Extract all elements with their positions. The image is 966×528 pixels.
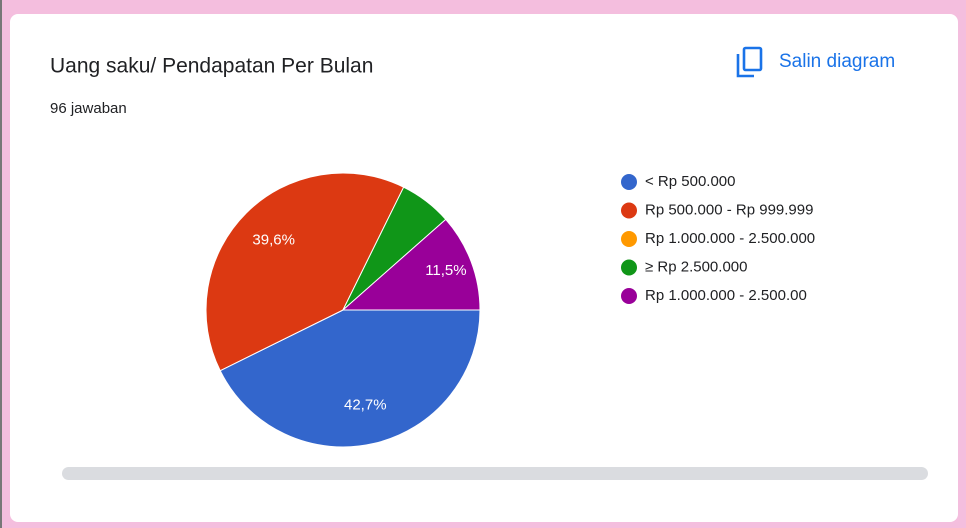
legend-swatch xyxy=(621,288,637,304)
legend-swatch xyxy=(621,231,637,247)
window-edge xyxy=(0,0,2,528)
slice-label: 39,6% xyxy=(252,232,295,249)
legend-label: ≥ Rp 2.500.000 xyxy=(645,258,747,275)
legend-label: < Rp 500.000 xyxy=(645,173,736,190)
legend-swatch xyxy=(621,174,637,190)
card xyxy=(10,14,958,522)
legend-swatch xyxy=(621,202,637,219)
legend-label: Rp 500.000 - Rp 999.999 xyxy=(645,201,813,218)
slice-label: 42,7% xyxy=(344,396,387,413)
copy-icon xyxy=(736,46,763,78)
scrollbar xyxy=(62,467,928,480)
chart-title: Uang saku/ Pendapatan Per Bulan xyxy=(50,55,373,78)
response-count: 96 jawaban xyxy=(50,100,127,117)
copy-label[interactable]: Salin diagram xyxy=(779,51,895,72)
pie-slice xyxy=(205,172,405,372)
copy-button[interactable]: Salin diagram xyxy=(736,46,895,78)
slice-label: 11,5% xyxy=(425,262,466,279)
pie-slice xyxy=(219,309,481,448)
legend-label: Rp 1.000.000 - 2.500.000 xyxy=(645,230,815,247)
legend-label: Rp 1.000.000 - 2.500.00 xyxy=(645,287,807,304)
pie-slice xyxy=(341,218,481,311)
legend-swatch xyxy=(621,259,637,276)
